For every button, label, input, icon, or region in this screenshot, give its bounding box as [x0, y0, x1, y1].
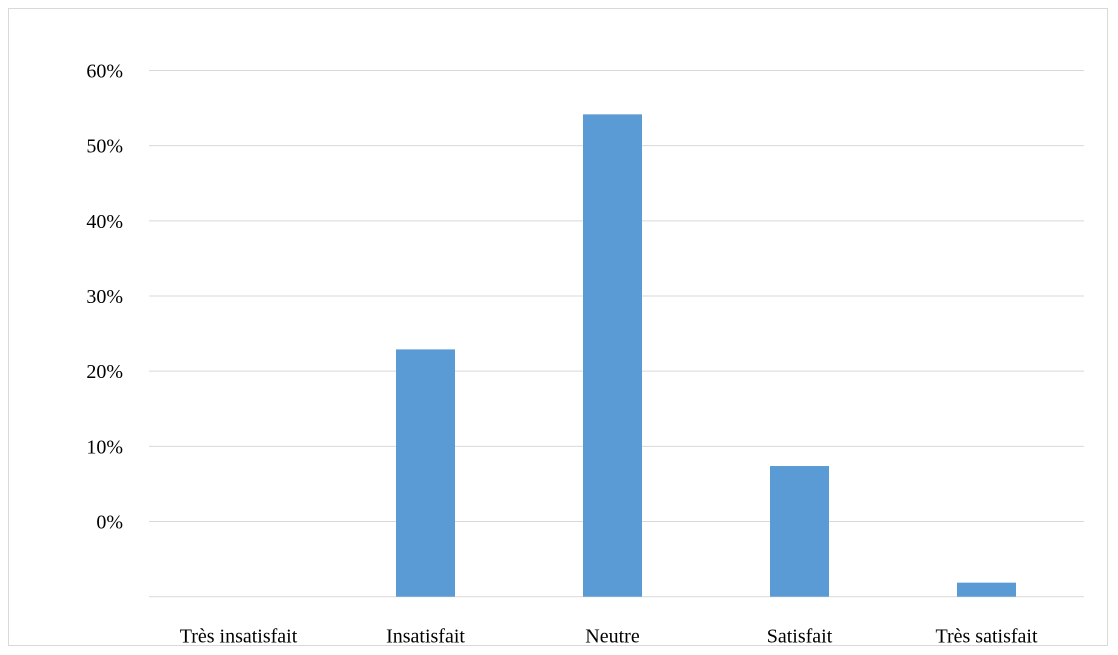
y-tick-label: 0% — [96, 512, 123, 534]
y-tick-label: 20% — [86, 361, 123, 383]
bar-chart: 60% 50% 40% 30% 20% 10% 0% Très insatisfait Ins… — [86, 61, 1084, 647]
chart-frame: 60% 50% 40% 30% 20% 10% 0% Très insatisfait Ins… — [8, 8, 1108, 647]
y-axis-tick-labels: 60% 50% 40% 30% 20% 10% 0% — [86, 61, 123, 534]
y-tick-label: 40% — [86, 211, 123, 233]
x-category-label: Insatisfait — [386, 626, 465, 647]
y-tick-label: 50% — [86, 136, 123, 158]
y-tick-label: 60% — [86, 61, 123, 83]
x-axis-category-labels: Très insatisfait Insatisfait Neutre Satisfa… — [180, 626, 1038, 647]
y-tick-label: 30% — [86, 286, 123, 308]
x-category-label: Très satisfait — [935, 626, 1037, 647]
bar — [396, 349, 455, 597]
x-category-label: Très insatisfait — [180, 626, 298, 647]
bars — [396, 114, 1016, 597]
bar — [957, 582, 1016, 597]
bar — [770, 466, 829, 597]
x-category-label: Neutre — [585, 626, 640, 647]
bar — [583, 114, 642, 597]
y-tick-label: 10% — [86, 436, 123, 458]
x-category-label: Satisfait — [767, 626, 833, 647]
